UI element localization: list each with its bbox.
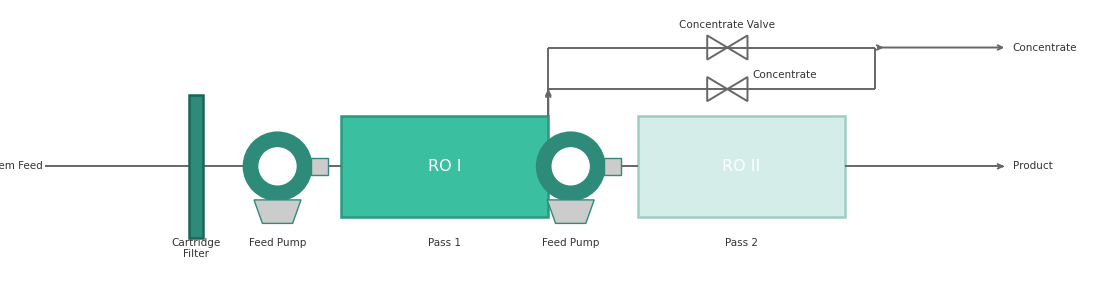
Bar	[311, 158, 328, 175]
Ellipse shape	[258, 148, 295, 185]
Ellipse shape	[537, 133, 604, 200]
Text: RO II: RO II	[722, 159, 761, 174]
Text: Feed Pump: Feed Pump	[542, 238, 600, 248]
Polygon shape	[254, 200, 301, 223]
Text: Concentrate Valve: Concentrate Valve	[679, 20, 775, 30]
Bar	[604, 158, 621, 175]
Text: Cartridge
Filter: Cartridge Filter	[171, 238, 220, 259]
Text: System Feed: System Feed	[0, 161, 43, 171]
Polygon shape	[547, 200, 594, 223]
Text: Concentrate: Concentrate	[1013, 42, 1078, 53]
Text: Product: Product	[1013, 161, 1053, 171]
Text: Feed Pump: Feed Pump	[248, 238, 307, 248]
FancyBboxPatch shape	[189, 95, 203, 238]
Text: RO I: RO I	[429, 159, 461, 174]
Ellipse shape	[553, 148, 589, 185]
Ellipse shape	[244, 133, 311, 200]
Text: Pass 1: Pass 1	[429, 238, 461, 248]
FancyBboxPatch shape	[638, 116, 845, 217]
Text: Concentrate: Concentrate	[752, 70, 817, 80]
Text: Pass 2: Pass 2	[725, 238, 758, 248]
FancyBboxPatch shape	[341, 116, 548, 217]
